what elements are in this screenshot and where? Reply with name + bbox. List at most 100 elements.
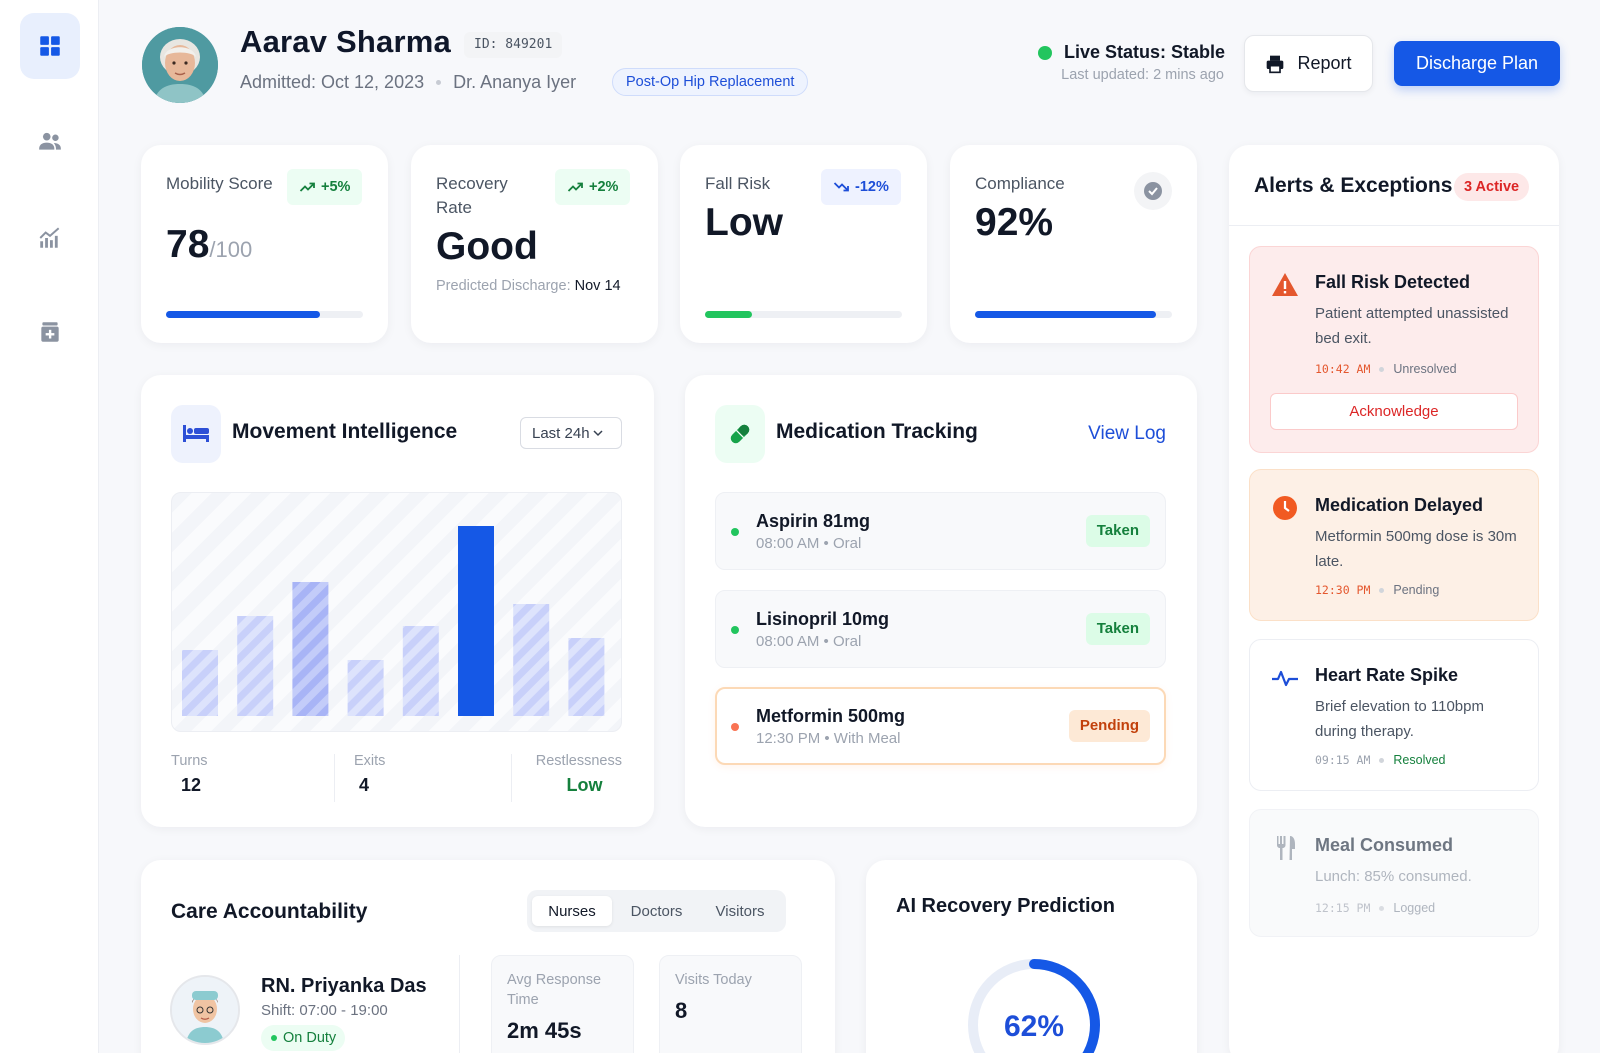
nurse-name: RN. Priyanka Das bbox=[261, 975, 427, 997]
recovery-percent: 62% bbox=[1004, 1010, 1064, 1043]
alerts-title: Alerts & Exceptions bbox=[1254, 174, 1453, 197]
alerts-panel: Alerts & Exceptions 3 Active Fall Risk D… bbox=[1229, 145, 1559, 1053]
metric-label: Avg Response Time bbox=[507, 972, 602, 1008]
admitted-date: Admitted: Oct 12, 2023 bbox=[240, 72, 425, 92]
tab-visitors[interactable]: Visitors bbox=[715, 902, 765, 920]
progress-fill bbox=[166, 311, 320, 318]
ai-title: AI Recovery Prediction bbox=[896, 895, 1115, 917]
care-tabs: Nurses Doctors Visitors bbox=[527, 890, 786, 932]
kpi-mobility-card: Mobility Score +5% 78/100 bbox=[141, 145, 388, 343]
pill-icon bbox=[715, 405, 765, 463]
separator-dot bbox=[1379, 757, 1385, 763]
medication-name: Metformin 500mg bbox=[756, 706, 906, 726]
predicted-discharge-date: Nov 14 bbox=[574, 278, 621, 294]
nurse-avatar bbox=[170, 975, 240, 1045]
last-updated: Last updated: 2 mins ago bbox=[1061, 67, 1224, 83]
movement-bar bbox=[458, 526, 494, 716]
divider bbox=[334, 754, 335, 802]
nav-analytics[interactable] bbox=[20, 205, 80, 271]
restlessness-label: Restlessness bbox=[535, 753, 622, 769]
alert-title: Meal Consumed bbox=[1315, 835, 1454, 855]
progress-fill bbox=[705, 311, 753, 318]
movement-intelligence-card: Movement Intelligence Last 24h Turns 12 … bbox=[141, 375, 654, 827]
trend-badge: -12% bbox=[821, 169, 901, 205]
exits-value: 4 bbox=[359, 775, 370, 795]
alert-title: Heart Rate Spike bbox=[1315, 665, 1459, 685]
tab-doctors[interactable]: Doctors bbox=[630, 902, 683, 920]
movement-bar bbox=[568, 638, 605, 716]
on-duty-badge: On Duty bbox=[261, 1025, 346, 1051]
medication-schedule: 12:30 PM • With Meal bbox=[756, 730, 901, 747]
tab-nurses[interactable]: Nurses bbox=[532, 896, 612, 926]
alert-description: Patient attempted unassisted bed exit. bbox=[1315, 305, 1509, 347]
report-button[interactable]: Report bbox=[1244, 35, 1373, 92]
status-dot-icon bbox=[731, 528, 739, 536]
trend-value: +5% bbox=[321, 179, 351, 195]
alert-meta: 12:30 PM Pending bbox=[1315, 583, 1439, 597]
alert-time: 12:15 PM bbox=[1315, 901, 1371, 915]
alert-state: Resolved bbox=[1393, 753, 1446, 767]
alert-fall-risk[interactable]: Fall Risk Detected Patient attempted una… bbox=[1249, 246, 1539, 453]
nav-medical[interactable] bbox=[20, 299, 80, 365]
restlessness-stat: Restlessness Low bbox=[531, 753, 622, 796]
separator-dot bbox=[436, 80, 442, 85]
alert-description: Lunch: 85% consumed. bbox=[1315, 868, 1472, 885]
alert-medication-delayed[interactable]: Medication Delayed Metformin 500mg dose … bbox=[1249, 469, 1539, 621]
kpi-label: Mobility Score bbox=[166, 174, 273, 193]
progress-bar bbox=[975, 311, 1172, 318]
check-circle-icon bbox=[1134, 172, 1172, 210]
dashboard-icon bbox=[40, 36, 60, 56]
alert-state: Unresolved bbox=[1393, 362, 1457, 376]
progress-bar bbox=[166, 311, 363, 318]
discharge-plan-button[interactable]: Discharge Plan bbox=[1394, 41, 1560, 86]
predicted-discharge-label: Predicted Discharge: bbox=[436, 278, 575, 294]
alert-time: 09:15 AM bbox=[1315, 753, 1371, 767]
nav-dashboard[interactable] bbox=[20, 13, 80, 79]
trend-value: +2% bbox=[589, 179, 619, 195]
clock-icon bbox=[1273, 496, 1297, 520]
time-range-select[interactable]: Last 24h bbox=[520, 417, 622, 449]
patient-name: Aarav Sharma bbox=[240, 24, 451, 59]
medication-item[interactable]: Metformin 500mg 12:30 PM • With Meal Pen… bbox=[715, 687, 1166, 765]
nav-patients[interactable] bbox=[20, 108, 80, 174]
sidebar bbox=[0, 0, 99, 1053]
divider bbox=[511, 754, 512, 802]
heartbeat-icon bbox=[1272, 670, 1298, 687]
kpi-value: 78/100 bbox=[166, 223, 252, 267]
alert-meal-consumed[interactable]: Meal Consumed Lunch: 85% consumed. 12:15… bbox=[1249, 809, 1539, 937]
movement-bar bbox=[292, 582, 329, 716]
metric-value: 2m 45s bbox=[507, 1018, 582, 1043]
medication-name: Aspirin 81mg bbox=[756, 511, 871, 531]
divider bbox=[459, 955, 460, 1053]
report-label: Report bbox=[1297, 53, 1352, 73]
view-log-link[interactable]: View Log bbox=[1088, 423, 1166, 444]
exits-label: Exits bbox=[354, 753, 386, 769]
kpi-recovery-card: Recovery Rate +2% Good Predicted Dischar… bbox=[411, 145, 658, 343]
alert-state: Logged bbox=[1393, 901, 1436, 915]
acknowledge-button[interactable]: Acknowledge bbox=[1270, 393, 1518, 430]
nurse-shift: Shift: 07:00 - 19:00 bbox=[261, 1002, 388, 1019]
medication-item[interactable]: Lisinopril 10mg 08:00 AM • Oral Taken bbox=[715, 590, 1166, 668]
medication-schedule: 08:00 AM • Oral bbox=[756, 535, 862, 552]
predicted-discharge: Predicted Discharge: Nov 14 bbox=[436, 276, 631, 296]
patient-id: ID: 849201 bbox=[464, 32, 563, 58]
alert-state: Pending bbox=[1393, 583, 1440, 597]
medication-tracking-card: Medication Tracking View Log Aspirin 81m… bbox=[685, 375, 1197, 827]
progress-bar bbox=[705, 311, 902, 318]
turns-value: 12 bbox=[181, 775, 202, 795]
active-count-badge: 3 Active bbox=[1454, 173, 1530, 201]
care-title: Care Accountability bbox=[171, 900, 368, 923]
medication-status: Pending bbox=[1068, 710, 1150, 742]
alert-time: 12:30 PM bbox=[1315, 583, 1371, 597]
medication-title: Medication Tracking bbox=[776, 420, 978, 443]
medical-kit-icon bbox=[41, 322, 59, 342]
alert-heart-rate[interactable]: Heart Rate Spike Brief elevation to 110b… bbox=[1249, 639, 1539, 791]
alert-title: Medication Delayed bbox=[1315, 495, 1484, 515]
kpi-label: Recovery Rate bbox=[436, 174, 508, 217]
medication-item[interactable]: Aspirin 81mg 08:00 AM • Oral Taken bbox=[715, 492, 1166, 570]
movement-bar bbox=[513, 604, 550, 716]
kpi-label: Fall Risk bbox=[705, 174, 771, 193]
trend-badge: +2% bbox=[555, 169, 631, 205]
live-status: Live Status: Stable bbox=[1038, 42, 1225, 63]
kpi-value: 92% bbox=[975, 201, 1054, 244]
